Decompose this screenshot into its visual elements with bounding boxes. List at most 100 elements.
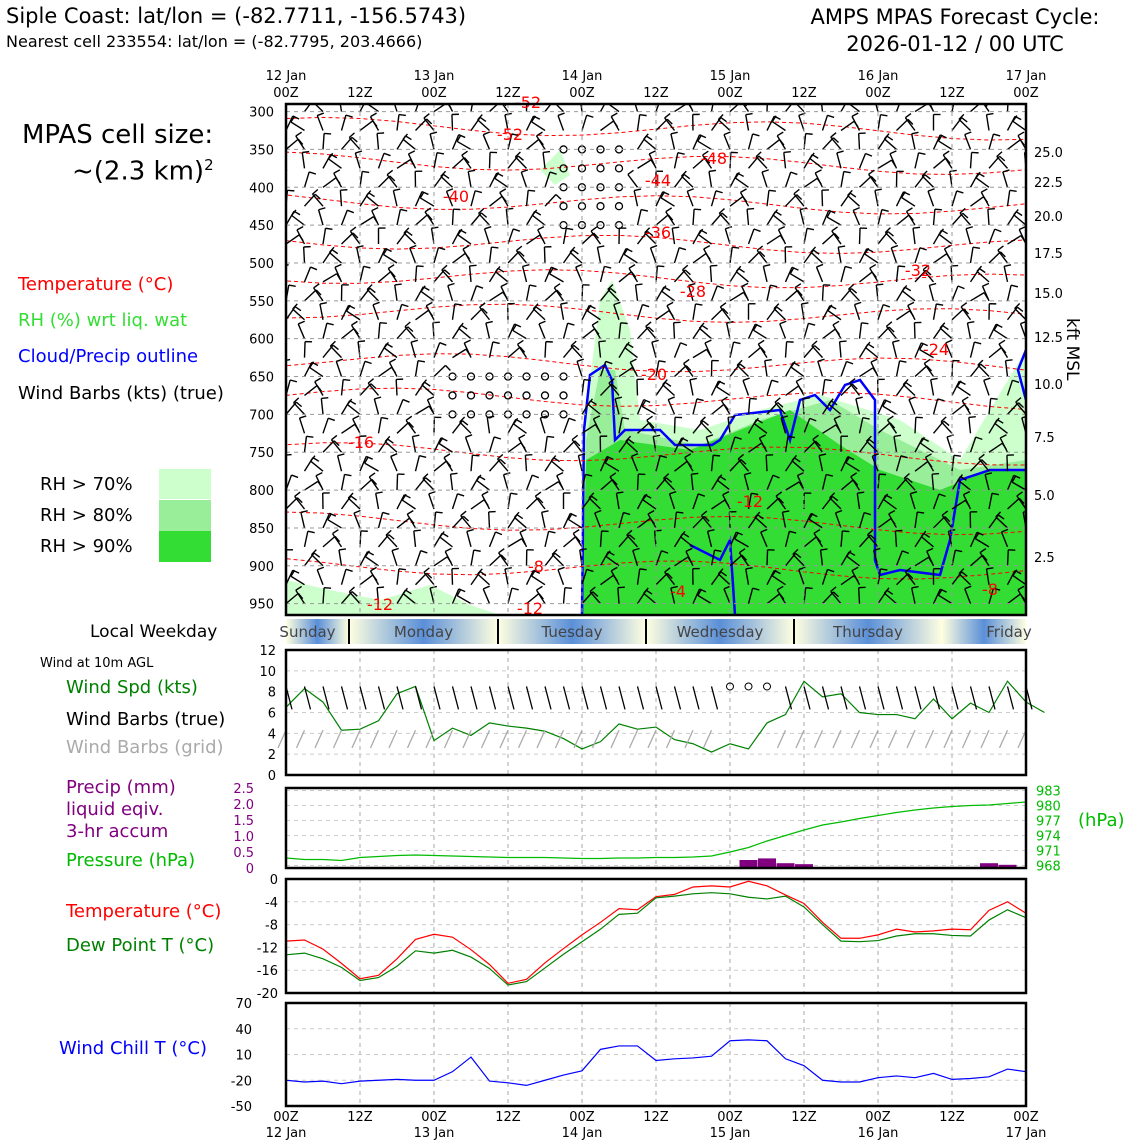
rh70-upper-patch: [540, 150, 570, 185]
wind-barb-flag: [634, 188, 642, 192]
kft-tick-label: 25.0: [1034, 146, 1063, 161]
wind-barb-shaft: [830, 136, 842, 150]
precip-ytick: 2.0: [233, 798, 254, 813]
wind-barb-shaft: [724, 228, 731, 245]
wind-barb-shaft: [457, 234, 472, 245]
wind-barb-shaft: [534, 495, 546, 510]
wind-barb-true: [488, 686, 497, 710]
wind-barb-shaft: [643, 592, 657, 605]
wind-barb-flag: [331, 249, 339, 255]
wind-barb-shaft: [392, 190, 398, 207]
wind-barb-flag: [738, 267, 745, 273]
wind-barb-flag: [697, 589, 702, 596]
wind-barb-shaft: [874, 190, 879, 207]
wind-barb-flag: [299, 415, 307, 419]
wind-barb-flag: [460, 324, 468, 330]
wind-barb-shaft: [785, 481, 800, 491]
wind-barb-shaft: [636, 209, 642, 226]
wind-barb-flag: [661, 285, 667, 292]
wind-barb-shaft: [779, 323, 787, 339]
wind-barb-shaft: [599, 266, 606, 283]
wind-barb-shaft: [1006, 380, 1014, 396]
wind-barb-flag: [522, 264, 530, 268]
wind-barb-flag: [901, 285, 908, 292]
wind-barb-shaft: [826, 216, 842, 226]
wind-barb-flag: [318, 207, 326, 211]
top-hour-tick: 00Z: [1013, 86, 1039, 101]
wind-barb-shaft: [504, 114, 509, 131]
wind-barb-shaft: [328, 251, 342, 264]
wind-barb-flag: [702, 150, 709, 156]
wind-barb-flag: [307, 530, 315, 534]
wind-barb-flag: [500, 554, 507, 561]
wind-barb-shaft: [821, 474, 827, 491]
wind-barb-shaft: [890, 247, 898, 264]
wind-barb-flag: [686, 94, 692, 97]
wind-barb-shaft: [914, 247, 921, 264]
wind-barb-flag: [771, 379, 779, 383]
wind-barb-shaft: [988, 442, 1003, 453]
wind-barb-flag: [699, 416, 706, 423]
wind-barb-shaft: [840, 171, 845, 188]
wind-barb-shaft: [761, 171, 768, 188]
wind-barb-shaft: [820, 104, 824, 112]
wind-barb-shaft: [679, 442, 694, 453]
top-hour-tick: 12Z: [939, 86, 965, 101]
wind-barb-flag: [643, 587, 649, 594]
wind-barb-flag: [867, 529, 874, 536]
wind-barb-shaft: [877, 159, 893, 169]
legend-rh90-label: RH > 90%: [40, 536, 133, 557]
wind-barb-flag: [566, 227, 574, 231]
wind-barb-shaft: [460, 515, 472, 529]
wind-barb-flag: [1016, 491, 1023, 497]
wind-barb-shaft: [605, 555, 620, 567]
wind-barb-shaft: [829, 497, 842, 510]
wind-barb-flag: [899, 360, 907, 363]
wind-barb-flag: [491, 246, 499, 249]
temperature-contour: [286, 116, 1026, 141]
wind-barb-flag: [642, 303, 650, 308]
kft-tick-label: 5.0: [1034, 489, 1055, 504]
wind-barb-flag: [706, 434, 714, 438]
temperature-contour-label: -52: [497, 125, 523, 144]
calm-wind-circle: [596, 145, 605, 154]
wind-barb-flag: [370, 112, 377, 118]
wind-barb-flag: [461, 150, 468, 156]
wind-barb-grid: [573, 729, 583, 749]
wind-barb-flag: [806, 227, 815, 231]
wind-barb-flag: [424, 207, 432, 213]
wind-ytick: 12: [259, 644, 276, 659]
wind-barb-flag: [586, 304, 592, 312]
wind-barb-shaft: [895, 191, 905, 207]
wind-barb-shaft: [383, 347, 398, 359]
wind-barb-flag: [597, 245, 605, 248]
weekday-cell: [794, 619, 942, 644]
wind-barb-shaft: [589, 591, 602, 605]
wind-barb-shaft: [433, 152, 438, 169]
wind-barb-shaft: [385, 534, 398, 548]
wind-barb-flag: [309, 361, 315, 368]
wind-barb-flag: [782, 510, 790, 513]
wind-barb-flag: [605, 360, 613, 365]
wind-barb-flag: [922, 264, 930, 271]
wind-barb-shaft: [849, 382, 861, 396]
wind-barb-flag: [976, 265, 983, 272]
wind-barb-flag: [590, 400, 597, 406]
wind-barb-flag: [949, 169, 957, 173]
wind-barb-flag: [770, 284, 778, 288]
wind-barb-shaft: [645, 325, 657, 340]
wind-barb-shaft: [951, 455, 955, 472]
wind-barb-shaft: [415, 214, 429, 226]
wind-barb-flag: [648, 150, 656, 155]
temp-ytick: -16: [257, 964, 278, 979]
wind-barb-shaft: [901, 196, 916, 207]
wind-barb-shaft: [402, 593, 416, 605]
wind-barb-shaft: [340, 379, 344, 396]
wind-barb-shaft: [516, 343, 528, 358]
wind-barb-shaft: [766, 379, 773, 396]
wind-barb-flag: [789, 267, 795, 275]
wind-barb-shaft: [766, 549, 769, 566]
wind-barb-flag: [575, 263, 583, 268]
wind-barb-shaft: [808, 518, 823, 529]
wind-barb-flag: [314, 99, 320, 103]
